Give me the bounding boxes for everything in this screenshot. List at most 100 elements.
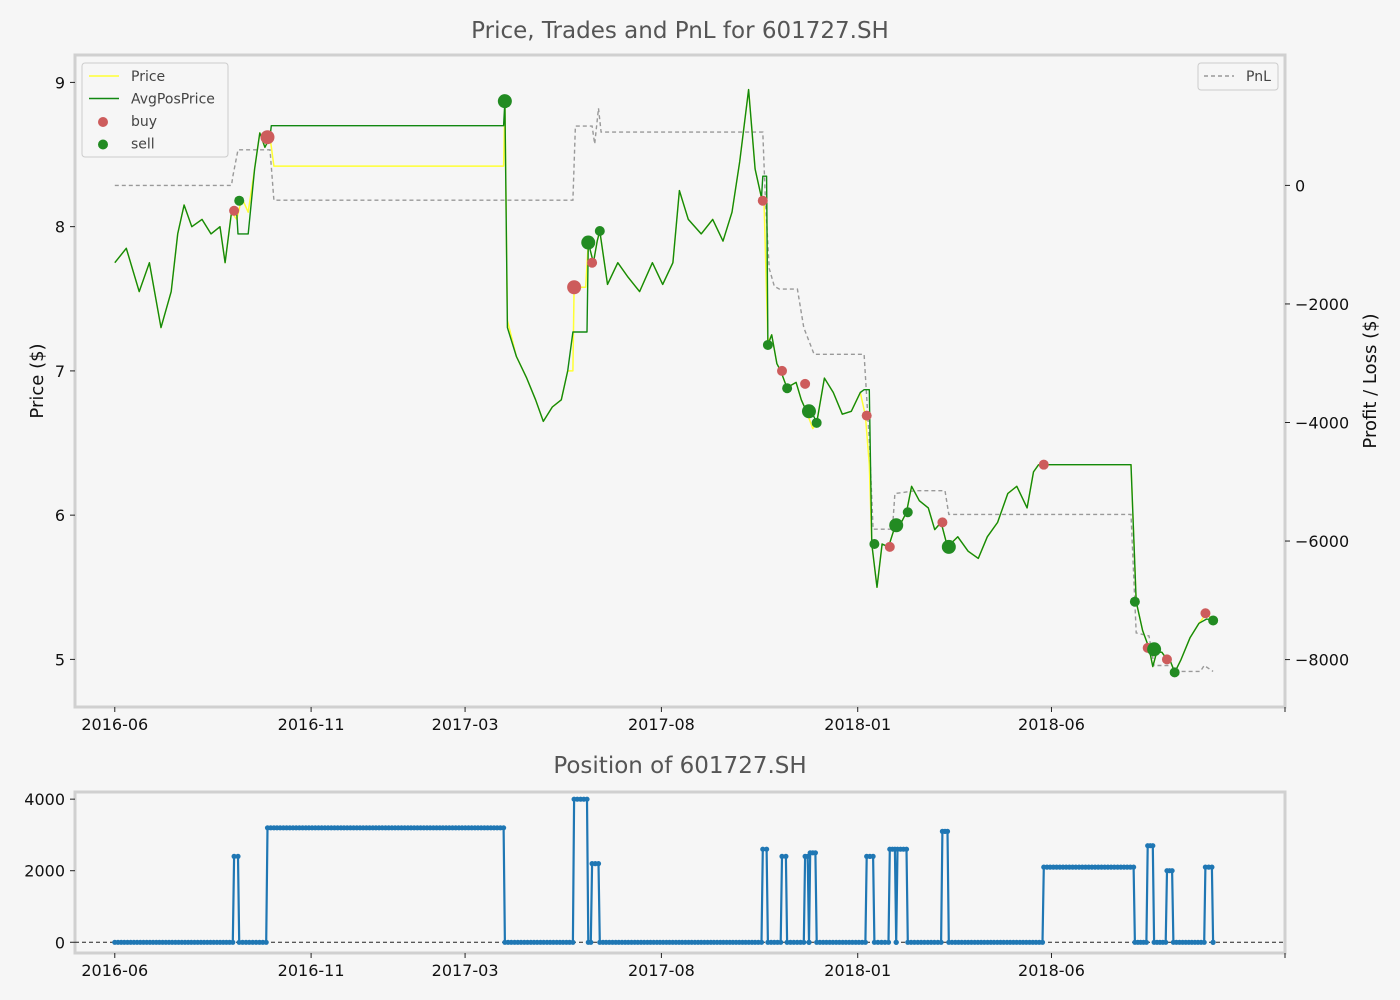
position-point-38 [231, 853, 237, 860]
sell-marker-13 [1147, 642, 1162, 657]
position-ytick-label-2000: 2000 [24, 862, 65, 881]
position-point-209 [764, 846, 770, 852]
legend-right-items: PnL [1204, 69, 1271, 85]
legend-label-price: Price [131, 69, 165, 85]
sell-marker-6 [801, 404, 816, 419]
price-ytick-label-9: 9 [55, 73, 65, 92]
position-point-245 [862, 939, 869, 945]
position-xtick-label-2017-03: 2017-03 [432, 961, 499, 980]
buy-marker-0 [229, 205, 240, 216]
legend-swatch-sell [98, 139, 108, 150]
pnl-y-axis-label: Profit / Loss ($) [1360, 313, 1381, 448]
pnl-ytick-label-8000: −8000 [1295, 651, 1349, 670]
position-point-340 [1143, 939, 1149, 945]
sell-marker-8 [869, 539, 880, 549]
buy-marker-3 [587, 257, 598, 268]
position-chart-y-axis: 0 2000 4000 [24, 790, 75, 952]
position-chart-title: Position of 601727.SH [553, 753, 806, 779]
sell-marker-5 [782, 383, 793, 394]
price-ytick-label-5: 5 [55, 650, 65, 669]
sell-marker-1 [497, 94, 512, 109]
sell-marker-15 [1208, 615, 1219, 626]
price-chart: Price, Trades and PnL for 601727.SH 2016… [27, 18, 1381, 734]
position-point-39 [235, 853, 241, 860]
position-series-layer [112, 796, 1216, 945]
position-point-348 [1163, 939, 1169, 945]
position-point-152 [588, 939, 594, 945]
position-point-145 [570, 939, 576, 945]
buy-marker-9 [937, 517, 948, 528]
buy-marker-8 [884, 541, 895, 552]
position-xtick-label-2018-06: 2018-06 [1018, 961, 1085, 980]
buy-marker-7 [861, 410, 872, 421]
position-point-214 [778, 939, 784, 945]
avg-pos-price-line [114, 88, 1214, 674]
position-point-343 [1150, 843, 1156, 849]
sell-marker-10 [902, 507, 913, 518]
position-point-150 [584, 796, 590, 802]
position-point-273 [938, 939, 944, 945]
position-point-351 [1169, 868, 1175, 874]
price-xtick-label-2016-11: 2016-11 [278, 715, 345, 734]
pnl-series-layer [114, 108, 1214, 673]
position-point-229 [812, 850, 819, 856]
price-ytick-label-8: 8 [55, 218, 65, 237]
legend-label-avgposprice: AvgPosPrice [131, 92, 215, 108]
price-xtick-label-2017-08: 2017-08 [628, 715, 695, 734]
sell-marker-14 [1169, 667, 1180, 678]
position-point-155 [595, 861, 602, 867]
price-chart-x-axis: 2016-06 2016-11 2017-03 2017-08 2018-01 2018-… [81, 707, 1286, 734]
price-y-axis-label: Price ($) [27, 343, 48, 418]
position-point-250 [875, 939, 881, 945]
position-xtick-label-2017-08: 2017-08 [628, 961, 695, 980]
pnl-ytick-label-6000: −6000 [1295, 532, 1349, 551]
legend-left: Price AvgPosPrice buy sell [81, 62, 229, 158]
price-chart-plot-area [73, 53, 1287, 709]
price-chart-y-axis: 5 6 7 8 9 [55, 73, 75, 669]
sell-marker-7 [811, 417, 822, 428]
buy-marker-10 [1038, 459, 1049, 470]
buy-marker-12 [1161, 654, 1172, 665]
position-point-37 [230, 939, 236, 945]
legend-right: PnL [1197, 62, 1279, 91]
position-point-258 [893, 939, 899, 945]
sell-marker-9 [889, 518, 904, 533]
buy-marker-13 [1200, 608, 1211, 619]
sell-marker-3 [594, 225, 605, 236]
price-xtick-label-2018-06: 2018-06 [1018, 715, 1085, 734]
buy-marker-4 [757, 195, 768, 206]
position-xtick-label-2016-11: 2016-11 [278, 961, 345, 980]
legend-label-sell: sell [131, 137, 155, 153]
trade-markers-layer [229, 94, 1219, 678]
legend-left-frame [81, 62, 229, 158]
price-ytick-label-7: 7 [55, 362, 65, 381]
price-ytick-label-6: 6 [55, 506, 65, 525]
pnl-ytick-label-2000: −2000 [1295, 295, 1349, 314]
position-point-226 [806, 939, 812, 945]
sell-marker-11 [941, 539, 956, 554]
pnl-line [114, 108, 1214, 673]
position-point-335 [1131, 864, 1137, 870]
pnl-ytick-label-0: 0 [1295, 176, 1305, 195]
price-chart-title: Price, Trades and PnL for 601727.SH [471, 18, 889, 44]
position-ytick-label-4000: 4000 [24, 790, 65, 809]
sell-marker-12 [1129, 596, 1140, 607]
position-chart: Position of 601727.SH 2016-06 2016-11 2017… [24, 753, 1287, 980]
position-point-276 [944, 828, 951, 835]
position-point-222 [801, 939, 807, 945]
position-chart-plot-area [73, 790, 1287, 955]
position-point-123 [501, 825, 507, 831]
legend-swatch-buy [98, 117, 108, 127]
position-point-248 [870, 853, 876, 860]
position-xtick-label-2016-06: 2016-06 [81, 961, 148, 980]
position-ytick-label-0: 0 [55, 933, 65, 952]
position-point-216 [783, 853, 789, 860]
position-point-207 [758, 939, 765, 945]
position-point-208 [760, 846, 766, 852]
position-point-48 [263, 939, 269, 945]
position-point-365 [1209, 864, 1215, 870]
price-xtick-label-2018-01: 2018-01 [824, 715, 891, 734]
sell-marker-4 [762, 339, 773, 350]
position-point-253 [885, 939, 892, 945]
